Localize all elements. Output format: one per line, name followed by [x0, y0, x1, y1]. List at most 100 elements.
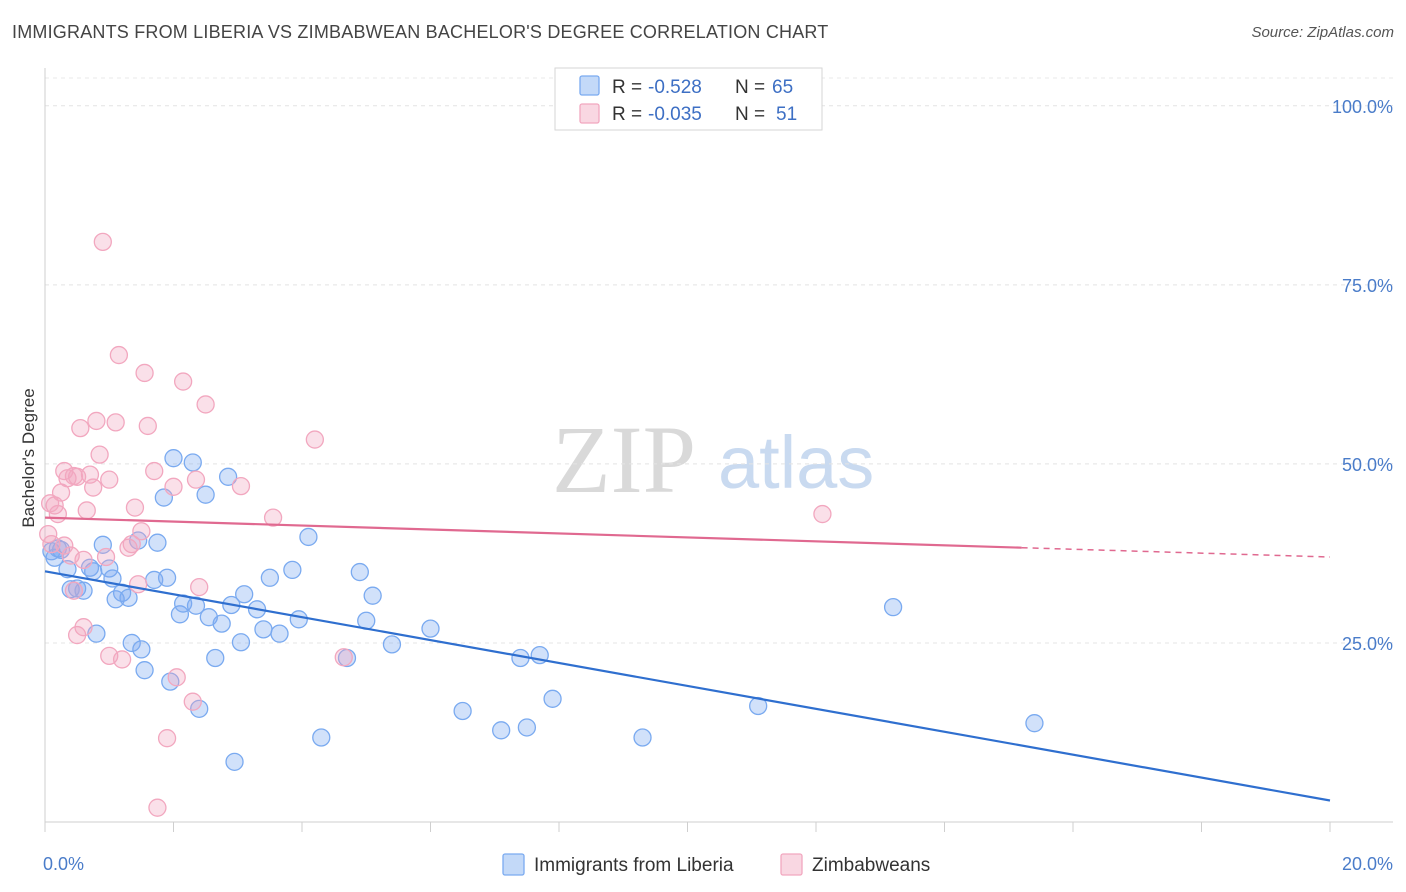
point-s1-19	[106, 413, 125, 432]
trend-line-liberia	[44, 570, 1331, 802]
point-s1-12	[77, 501, 96, 520]
point-s1-21	[112, 650, 132, 669]
x-tick-labels: 0.0% 20.0%	[43, 854, 1393, 874]
legend-n-label-2: N =	[735, 104, 765, 125]
point-s1-35	[183, 692, 202, 711]
point-s1-25	[129, 575, 148, 594]
point-s0-15	[119, 588, 138, 607]
source-credit: Source: ZipAtlas.com	[1251, 24, 1394, 41]
point-s0-23	[157, 568, 177, 587]
legend-swatch-zimbabwe	[579, 103, 600, 124]
point-s0-49	[350, 562, 369, 582]
chart-title: IMMIGRANTS FROM LIBERIA VS ZIMBABWEAN BA…	[12, 22, 829, 42]
y-axis-label: Bachelor's Degree	[19, 388, 38, 527]
stats-legend: R = -0.528 N = 65 R = -0.035 N = 51	[554, 67, 823, 131]
y-tick-label-3: 100.0%	[1332, 97, 1393, 117]
y-tick-label-0: 25.0%	[1342, 634, 1393, 654]
point-s1-8	[64, 581, 84, 600]
point-s1-32	[164, 477, 183, 496]
legend-n-value-2: 51	[776, 104, 797, 125]
x-tick-label-0: 0.0%	[43, 854, 84, 874]
series-swatch-zimbabwe	[780, 853, 803, 876]
legend-r-value-2: -0.035	[648, 104, 702, 125]
point-s0-34	[212, 614, 231, 633]
point-s0-59	[543, 689, 562, 708]
point-s0-53	[421, 619, 440, 638]
series-points-0	[42, 449, 1044, 771]
point-s1-38	[196, 395, 215, 414]
trend-line-zimbabwe-ext	[1021, 546, 1331, 558]
point-s1-44	[40, 494, 60, 513]
point-s1-41	[305, 430, 325, 449]
point-s0-30	[190, 699, 209, 718]
point-s0-19	[135, 661, 154, 680]
point-s1-42	[334, 648, 353, 667]
point-s0-11	[100, 559, 119, 578]
point-s0-33	[206, 648, 225, 668]
legend-r-label-1: R =	[612, 77, 642, 98]
point-s1-20	[109, 345, 129, 365]
point-s0-60	[633, 728, 652, 747]
point-s0-55	[492, 721, 511, 740]
point-s1-11	[74, 618, 93, 637]
point-s1-30	[148, 798, 167, 817]
legend-r-label-2: R =	[612, 104, 642, 125]
point-s1-46	[96, 547, 116, 567]
series-name-liberia: Immigrants from Liberia	[534, 855, 734, 876]
point-s1-26	[132, 522, 151, 541]
point-s0-62	[883, 597, 903, 617]
watermark: ZIP atlas	[552, 406, 874, 513]
point-s1-50	[64, 466, 84, 486]
point-s0-63	[1025, 714, 1044, 733]
y-tick-label-2: 75.0%	[1342, 276, 1393, 296]
y-tick-labels: 25.0% 50.0% 75.0% 100.0%	[1332, 97, 1393, 654]
point-s0-3	[58, 560, 77, 579]
point-s1-27	[135, 363, 154, 383]
point-s1-10	[71, 418, 90, 438]
point-s0-37	[225, 752, 244, 771]
series-swatch-liberia	[502, 853, 525, 876]
point-s1-47	[100, 470, 119, 489]
data-points	[39, 232, 1044, 817]
axes	[44, 68, 1393, 832]
series-points-1	[39, 232, 832, 817]
y-tick-label-1: 50.0%	[1342, 455, 1393, 475]
point-s1-24	[125, 498, 145, 517]
point-s1-39	[231, 476, 251, 496]
point-s1-48	[55, 536, 74, 555]
point-s0-6	[74, 581, 93, 600]
point-s1-15	[87, 411, 106, 431]
gridlines	[45, 77, 1393, 644]
point-s0-38	[231, 633, 251, 652]
point-s0-18	[132, 640, 151, 659]
legend-n-label-1: N =	[735, 77, 765, 98]
point-s1-34	[173, 372, 193, 391]
point-s1-16	[90, 445, 109, 464]
point-s0-45	[289, 610, 308, 629]
point-s1-17	[93, 232, 112, 252]
point-s0-54	[453, 701, 472, 721]
point-s0-28	[183, 453, 202, 472]
trend-lines	[44, 516, 1331, 802]
legend-swatch-liberia	[579, 75, 600, 96]
point-s1-28	[138, 416, 157, 436]
point-s1-14	[84, 478, 103, 497]
point-s0-44	[283, 560, 302, 580]
point-s0-43	[270, 624, 289, 643]
point-s1-33	[167, 668, 186, 687]
series-legend: Immigrants from Liberia Zimbabweans	[502, 853, 930, 876]
point-s0-21	[148, 533, 167, 552]
series-name-zimbabwe: Zimbabweans	[812, 855, 930, 876]
point-s1-29	[145, 461, 164, 481]
point-s0-64	[45, 548, 64, 567]
legend-r-value-1: -0.528	[648, 77, 702, 98]
point-s1-23	[122, 534, 141, 554]
point-s0-39	[235, 585, 254, 604]
point-s0-42	[260, 568, 280, 587]
point-s1-0	[39, 524, 58, 544]
point-s1-37	[190, 577, 209, 597]
legend-n-value-1: 65	[772, 77, 793, 98]
x-tick-label-1: 20.0%	[1342, 854, 1393, 874]
point-s0-16	[122, 633, 141, 653]
